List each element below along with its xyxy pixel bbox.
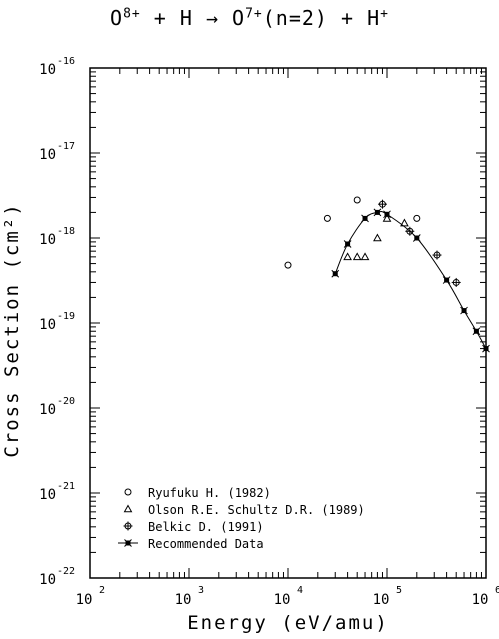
chart-title: O8+ + H → O7+(n=2) + H+ xyxy=(110,6,389,30)
x-tick-label: 10 xyxy=(175,592,192,608)
y-tick-label-exponent: -22 xyxy=(57,566,75,577)
x-tick-label: 10 xyxy=(274,592,291,608)
data-point-series-1 xyxy=(284,261,292,269)
data-point-series-4 xyxy=(373,208,382,217)
data-point-series-4 xyxy=(460,306,468,315)
x-tick-label-exponent: 3 xyxy=(198,585,204,596)
y-tick-label-exponent: -17 xyxy=(57,141,75,152)
y-tick-label-exponent: -20 xyxy=(57,396,75,407)
y-tick-label-exponent: -19 xyxy=(57,311,75,322)
x-tick-label-exponent: 2 xyxy=(99,585,105,596)
data-point-series-2 xyxy=(373,233,382,242)
x-tick-label: 10 xyxy=(472,592,489,608)
data-point-series-4 xyxy=(331,269,340,278)
data-point-series-1 xyxy=(323,214,331,222)
y-tick-label: 10 xyxy=(39,487,56,503)
data-point-series-3 xyxy=(377,199,387,209)
recommended-data-curve xyxy=(334,211,487,349)
legend-marker-1 xyxy=(124,488,132,496)
data-point-series-2 xyxy=(352,252,362,261)
data-point-series-4 xyxy=(412,234,421,242)
data-point-series-3 xyxy=(432,250,442,260)
data-point-series-4 xyxy=(383,210,391,219)
data-point-series-2 xyxy=(343,252,352,261)
y-tick-label: 10 xyxy=(39,147,56,163)
data-point-series-2 xyxy=(360,252,370,261)
y-tick-label-exponent: -21 xyxy=(57,481,75,492)
x-tick-label: 10 xyxy=(373,592,390,608)
data-point-series-4 xyxy=(472,327,481,336)
data-point-series-4 xyxy=(442,276,451,284)
legend-label-2: Olson R.E. Schultz D.R. (1989) xyxy=(148,503,365,517)
legend-label-4: Recommended Data xyxy=(148,537,264,551)
data-point-series-3 xyxy=(451,277,461,287)
data-point-series-4 xyxy=(482,344,490,353)
legend-label-3: Belkic D. (1991) xyxy=(148,520,264,534)
data-point-series-4 xyxy=(343,240,352,248)
plot-frame xyxy=(89,67,487,579)
x-tick-label: 10 xyxy=(76,592,93,608)
data-point-series-1 xyxy=(413,214,421,222)
y-tick-label: 10 xyxy=(39,232,56,248)
y-tick-label: 10 xyxy=(39,572,56,588)
x-axis-label: Energy (eV/amu) xyxy=(187,612,389,634)
data-point-series-2 xyxy=(382,213,392,222)
legend-marker-3 xyxy=(123,521,133,531)
y-tick-label: 10 xyxy=(39,62,56,78)
legend-marker-4 xyxy=(124,539,132,547)
legend-marker-2 xyxy=(123,504,133,513)
x-tick-label-exponent: 4 xyxy=(297,585,303,596)
y-tick-label-exponent: -16 xyxy=(57,56,75,67)
y-tick-label: 10 xyxy=(39,402,56,418)
y-tick-label: 10 xyxy=(39,317,56,333)
data-point-series-1 xyxy=(353,196,361,204)
x-tick-label-exponent: 6 xyxy=(495,585,499,596)
data-point-series-4 xyxy=(361,214,369,223)
legend-label-1: Ryufuku H. (1982) xyxy=(148,486,271,500)
x-tick-label-exponent: 5 xyxy=(396,585,402,596)
data-point-series-2 xyxy=(400,218,409,227)
y-tick-label-exponent: -18 xyxy=(57,226,75,237)
